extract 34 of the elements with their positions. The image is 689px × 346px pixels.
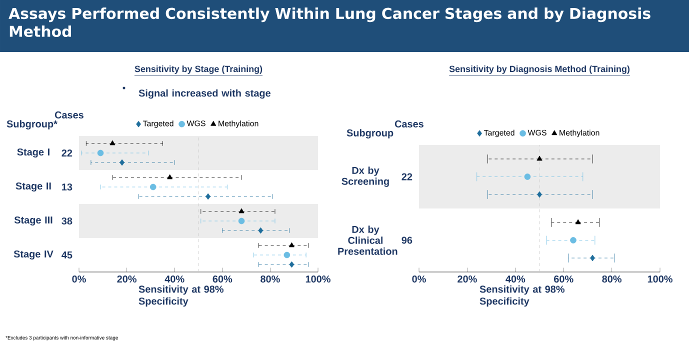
text: Cases [54,111,84,118]
text: Subgroup* [6,120,58,130]
x-tick-label: 80% [260,276,280,283]
x-tick-label: 20% [458,276,477,283]
x-tick-label: 40% [164,276,184,283]
text: Signal increased with stage [138,89,270,99]
y-tick-label: Dx by Clinical Presentation [338,226,398,255]
text: Cases [394,120,424,128]
text: Subgroup [346,129,394,138]
y-tick-label: Stage IV [14,250,54,260]
text: 22 [62,150,72,156]
x-tick-label: 0% [412,276,426,283]
x-tick-label: 20% [117,276,137,283]
x-axis-title: Sensitivity at 98% Specificity [138,285,224,307]
text: 38 [62,217,72,225]
chart-title: Sensitivity by Diagnosis Method (Training) [449,66,630,74]
chart-subtitle: Sensitivity by Stage (Training) [134,66,262,74]
chart-title: Assays Performed Consistently Within Lung Cancer Stages and by Diagnosis Method [8,8,650,38]
x-tick-label: 80% [602,276,622,283]
y-tick-label: Dx by Screening [342,166,389,187]
x-tick-label: 100% [648,276,672,283]
x-axis-title: Sensitivity at 98% Specificity [480,285,565,307]
text: 22 [402,173,412,180]
x-tick-label: 40% [506,276,526,283]
text: 45 [62,252,72,258]
y-tick-label: Stage III [14,216,52,226]
x-tick-label: 100% [306,276,330,283]
x-tick-label: 60% [212,276,232,283]
y-tick-label: Stage I [17,148,50,158]
text: 96 [402,236,412,244]
x-tick-label: 60% [554,276,574,283]
x-tick-label: 0% [72,276,86,283]
y-tick-label: Stage II [16,182,51,192]
text: 13 [62,183,72,191]
